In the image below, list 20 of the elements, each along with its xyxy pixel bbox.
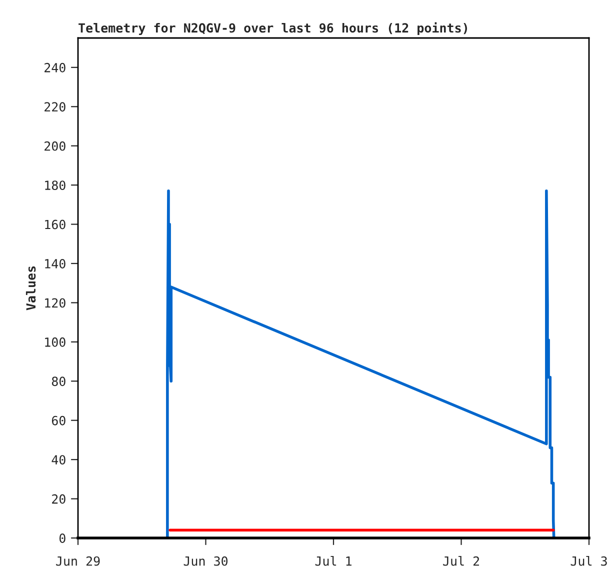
y-tick-label: 220 xyxy=(44,102,66,112)
y-tick-label: 140 xyxy=(45,258,66,268)
y-tick-label: 180 xyxy=(45,180,66,190)
x-tick-label: Jun 30 xyxy=(184,556,228,566)
x-tick-label: Jul 3 xyxy=(570,556,607,566)
y-tick-label: 20 xyxy=(52,494,66,504)
x-tick-label: Jul 2 xyxy=(443,556,479,566)
x-tick-label: Jul 1 xyxy=(315,556,352,566)
y-tick-label: 160 xyxy=(45,220,66,230)
y-tick-label: 120 xyxy=(45,298,66,308)
x-tick-label: Jun 29 xyxy=(56,556,100,566)
y-axis-title: Values xyxy=(26,266,36,310)
y-tick-label: 80 xyxy=(52,376,66,386)
y-tick-label: 0 xyxy=(59,534,66,543)
y-tick-label: 60 xyxy=(52,416,66,426)
y-tick-label: 40 xyxy=(52,455,66,465)
y-tick-label: 240 xyxy=(44,62,66,72)
y-tick-label: 200 xyxy=(44,141,66,151)
chart-title: Telemetry for N2QGV-9 over last 96 hours (12 points) xyxy=(78,22,467,36)
y-tick-label: 100 xyxy=(45,337,66,347)
